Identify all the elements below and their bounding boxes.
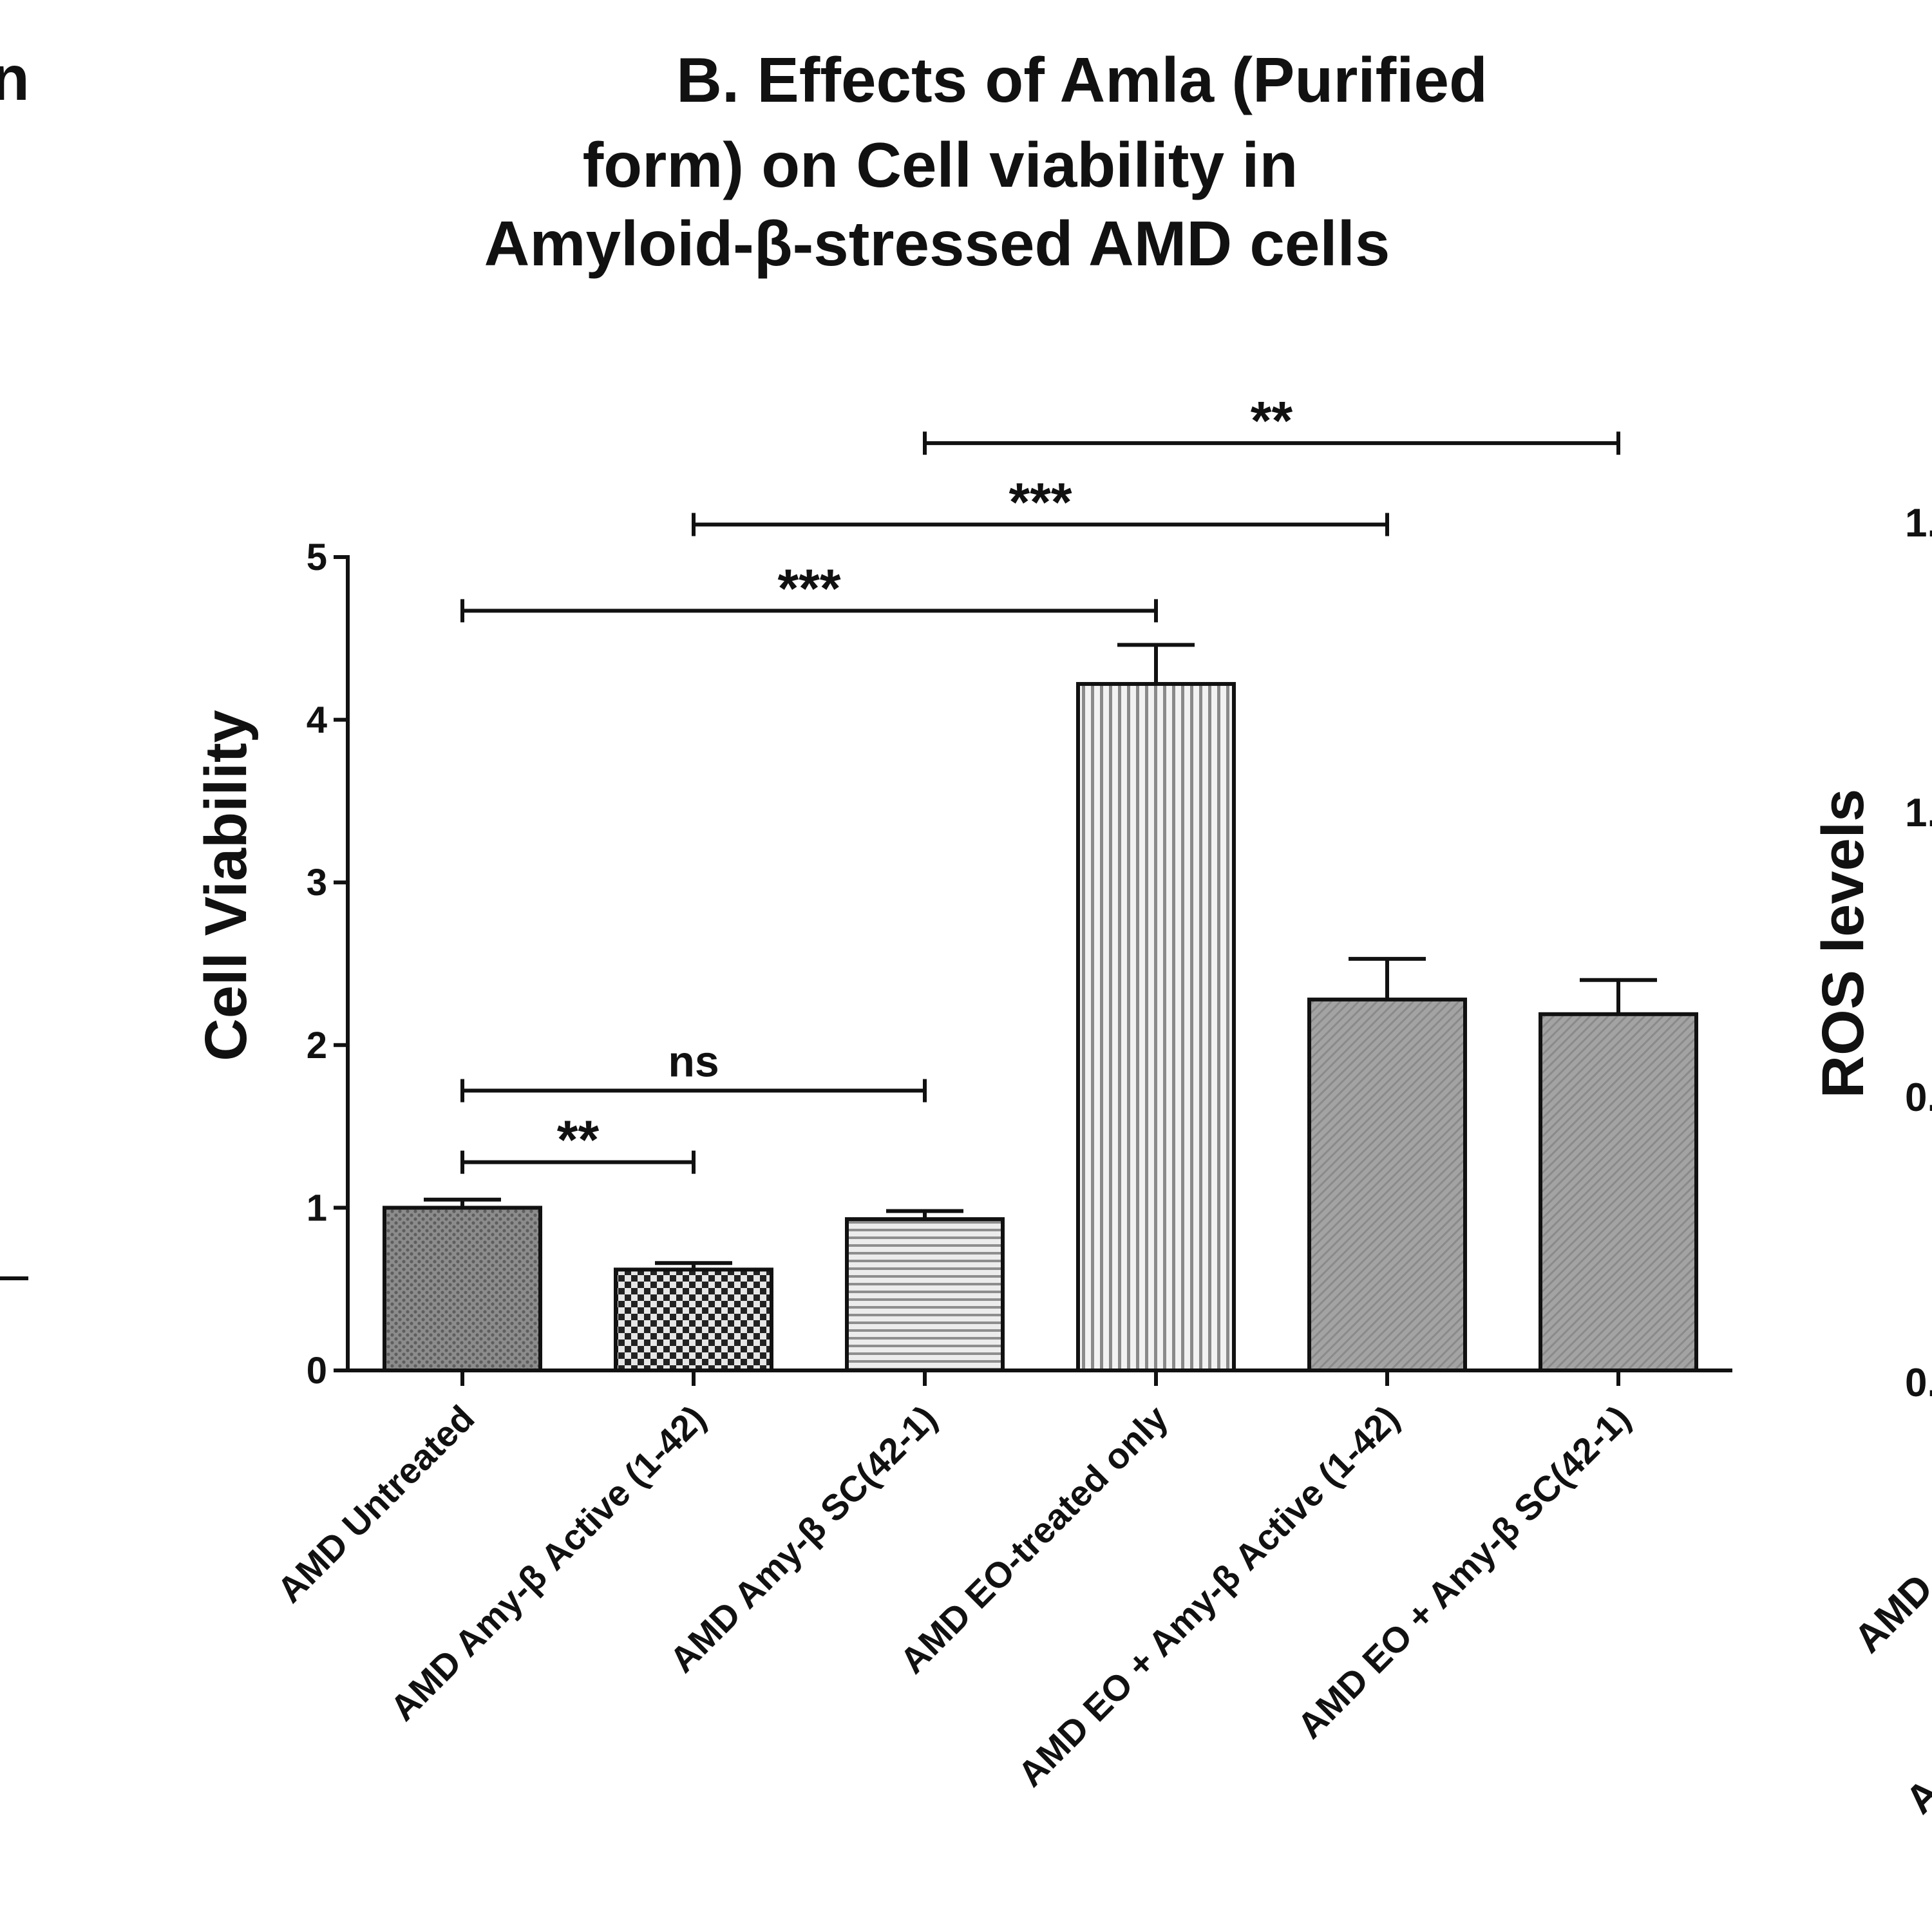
y-tick-label: 1 (307, 1187, 327, 1229)
significance-label-0: ** (557, 1110, 600, 1170)
y-tick-label: 3 (307, 862, 327, 904)
error-bar-0 (424, 1197, 501, 1208)
x-tick-label-3: AMD EO-treated only (892, 1397, 1176, 1681)
right-tick-1: 1. (1905, 501, 1932, 545)
error-bar-2 (886, 1209, 963, 1220)
significance-bracket-2: *** (460, 558, 1158, 623)
bar-2 (845, 1217, 1005, 1373)
significance-bracket-1: ns (460, 1037, 927, 1103)
right-panel-fragment: ROS levels 1. 1. 0. 0. AMD A (1810, 501, 1932, 1823)
error-bars (424, 643, 1657, 1270)
right-tick-2: 1. (1905, 791, 1932, 835)
right-ylabel: ROS levels (1810, 789, 1876, 1099)
bar-5 (1539, 1012, 1698, 1372)
error-bar-5 (1580, 978, 1657, 1014)
significance-bracket-3: *** (692, 471, 1389, 536)
significance-bracket-0: ** (460, 1110, 696, 1174)
bar-1 (614, 1267, 773, 1372)
x-tick-label-0: AMD Untreated (269, 1397, 482, 1611)
significance-label-4: ** (1251, 390, 1293, 451)
bar-3 (1076, 682, 1236, 1372)
x-tick-label-2: AMD Amy-β SC(42-1) (661, 1397, 944, 1680)
bar-0 (383, 1206, 542, 1373)
title-line-1: B. Effects of Amla (Purified (676, 44, 1488, 115)
y-tick-label: 5 (307, 536, 327, 578)
error-bar-3 (1117, 643, 1195, 685)
significance-label-2: *** (777, 558, 840, 618)
significance-label-1: ns (668, 1037, 719, 1086)
significance-brackets: **ns******** (460, 390, 1620, 1174)
title-line-3: Amyloid-β-stressed AMD cells (484, 208, 1390, 279)
right-tick-4: 0. (1905, 1361, 1932, 1405)
right-tick-3: 0. (1905, 1075, 1932, 1120)
y-tick-label: 2 (307, 1025, 327, 1066)
error-bar-4 (1349, 956, 1426, 1000)
error-bar-1 (655, 1261, 732, 1270)
bars (383, 682, 1698, 1373)
y-axis-label: Cell Viability (193, 710, 259, 1061)
title-line-2: form) on Cell viability in (583, 129, 1298, 200)
y-tick-label: 0 (307, 1350, 327, 1392)
y-ticks: 0 1 2 3 4 5 (307, 536, 348, 1392)
significance-label-3: *** (1009, 471, 1072, 532)
chart-title: B. Effects of Amla (Purified form) on Ce… (484, 44, 1488, 279)
significance-bracket-4: ** (923, 390, 1620, 455)
left-title-fragment: n (0, 43, 30, 113)
left-panel-fragment: n (0, 43, 30, 1280)
x-tick-label-4: AMD EO + Amy-β Active (1-42) (1010, 1397, 1406, 1794)
x-ticks (460, 1370, 1620, 1386)
right-xlabel-fragment-1: AMD (1846, 1566, 1932, 1662)
bar-4 (1307, 998, 1467, 1372)
y-tick-label: 4 (307, 699, 327, 741)
right-xlabel-fragment-2: A (1897, 1770, 1932, 1822)
